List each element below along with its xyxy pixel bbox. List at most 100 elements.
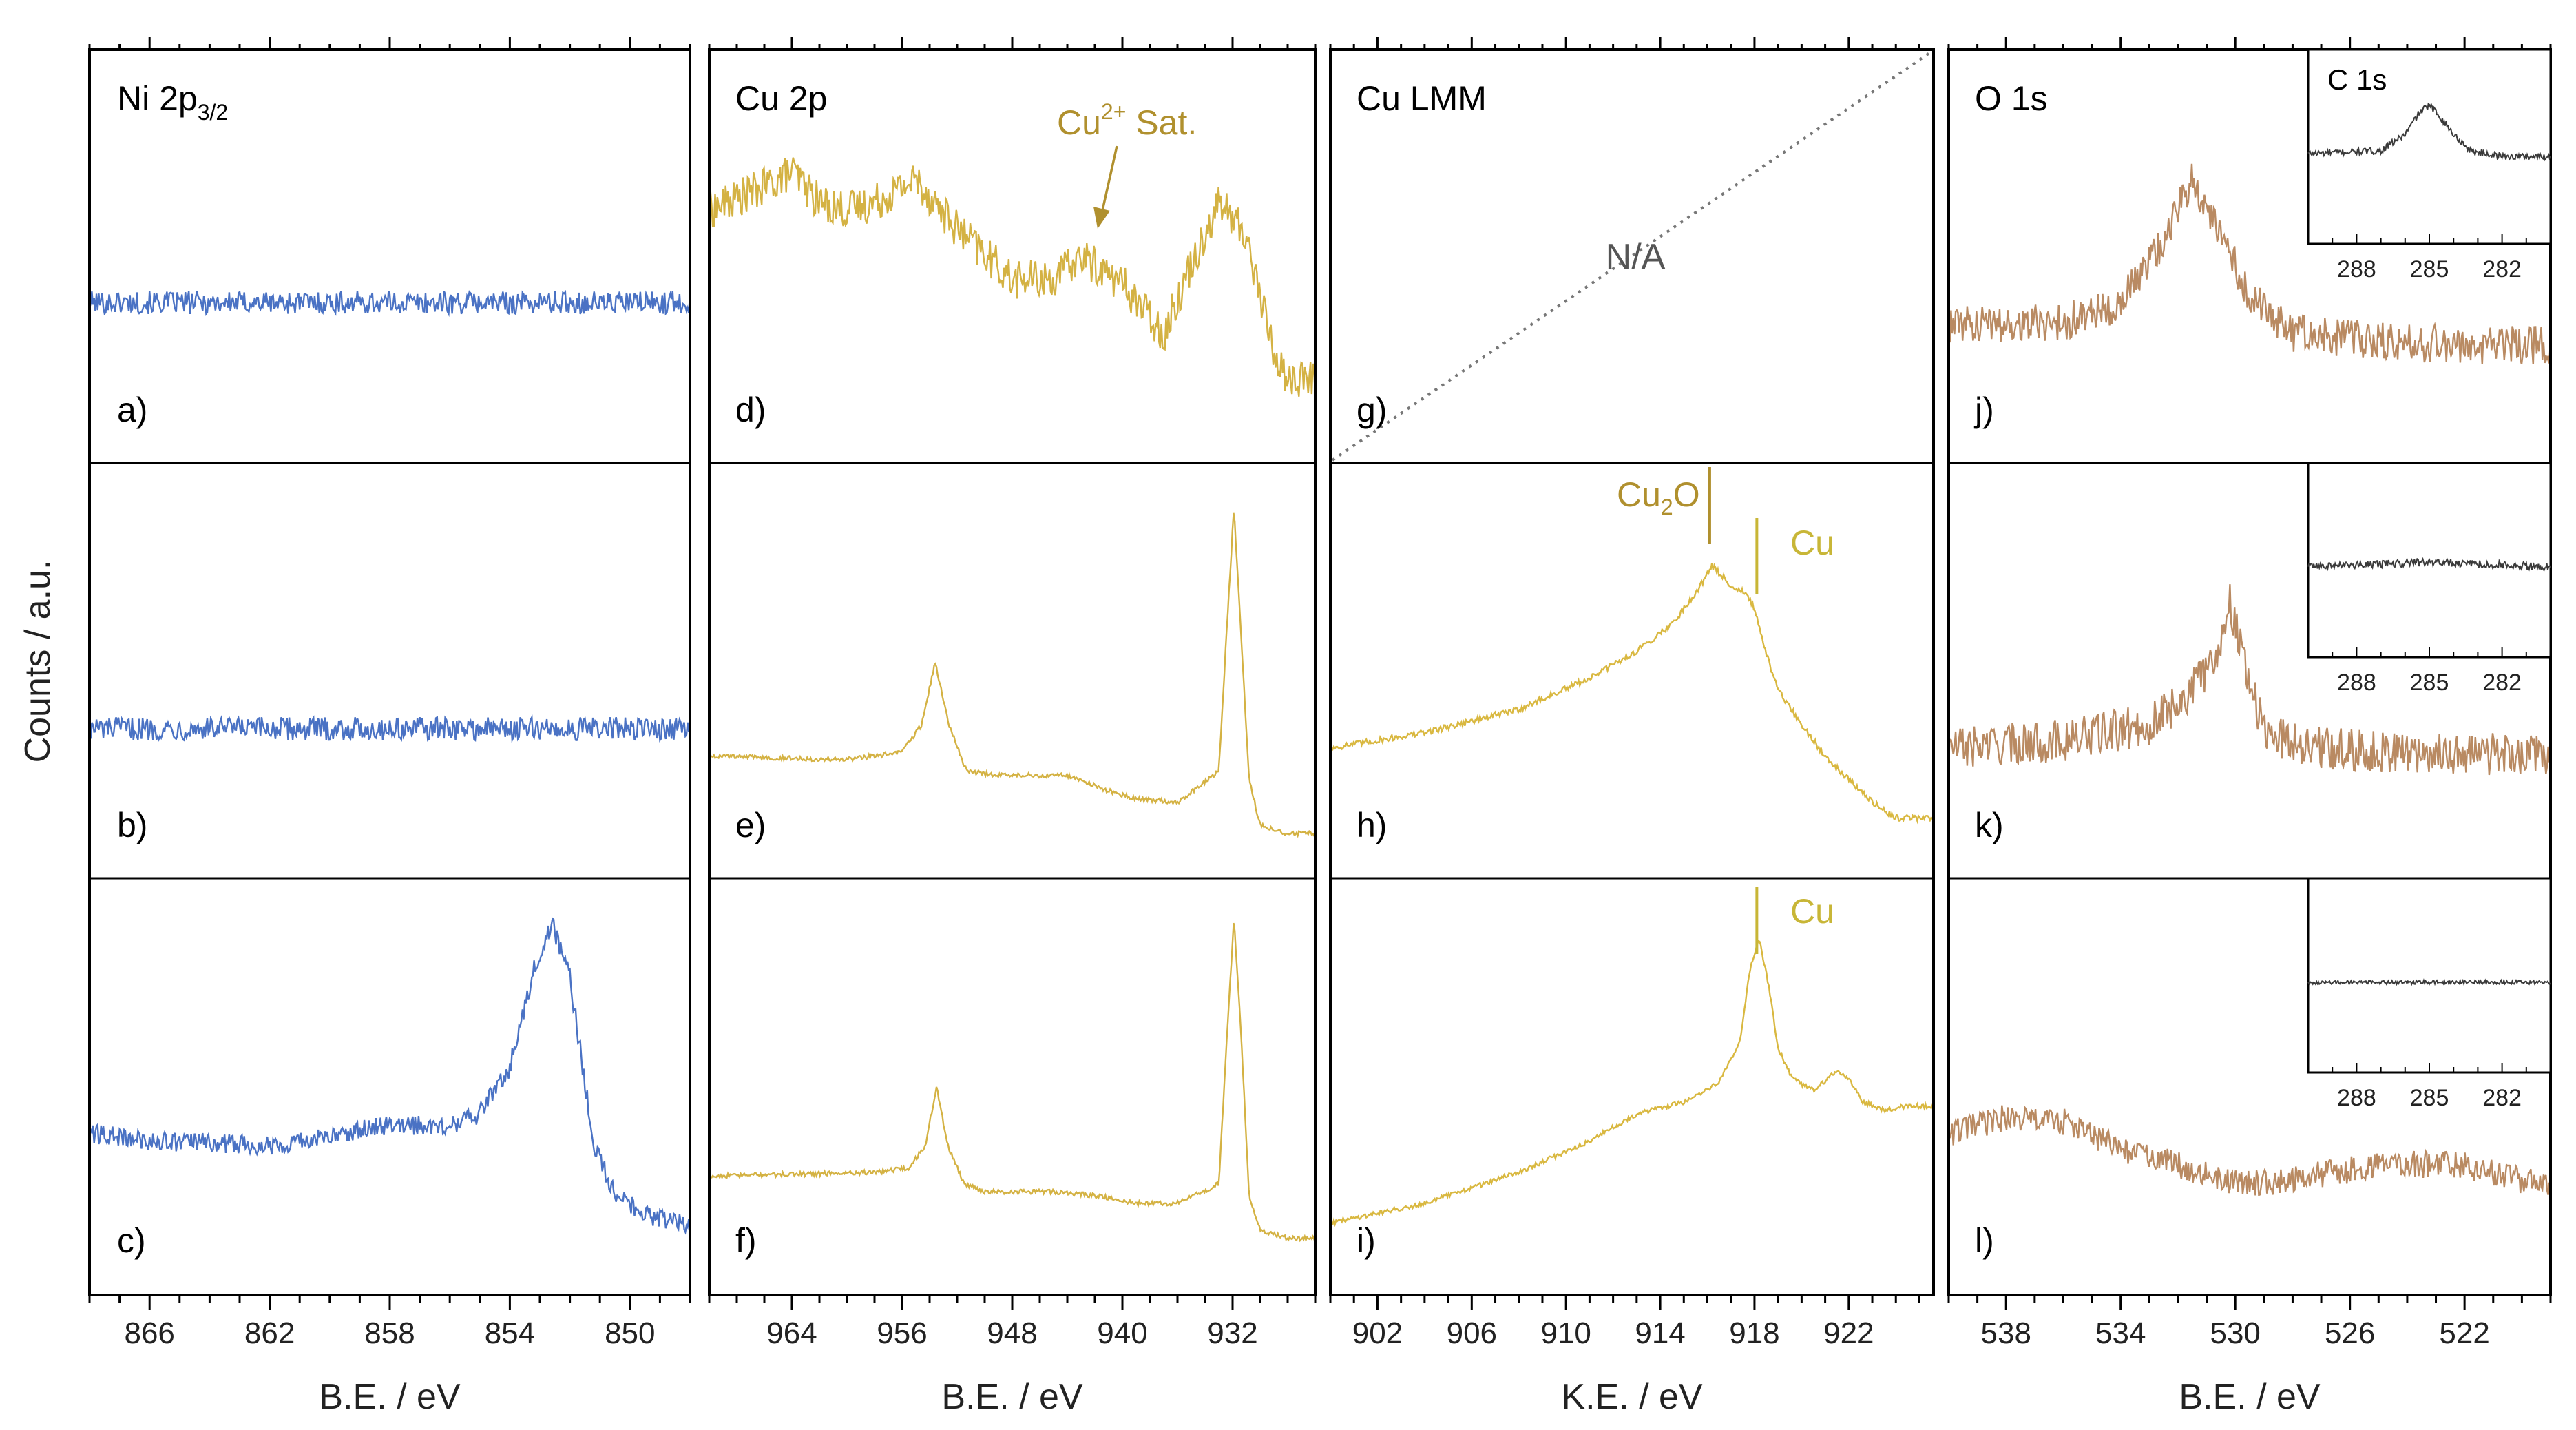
panel-label-k: k) — [1975, 806, 2004, 844]
o1s-trace-k — [1947, 584, 2552, 776]
panel-label-d: d) — [735, 391, 766, 429]
o1s-tick-label: 534 — [2095, 1316, 2146, 1350]
o1s-trace-l — [1948, 1105, 2552, 1196]
cu2p-tick-label: 964 — [766, 1316, 817, 1350]
cu2p-tick-label: 940 — [1097, 1316, 1147, 1350]
cu2-sat-suffix: Sat. — [1126, 103, 1197, 142]
cu2p-trace-d — [708, 157, 1317, 397]
o1s-tick-label: 522 — [2439, 1316, 2489, 1350]
culmm-markers — [1708, 467, 1759, 954]
o1s-trace-j — [1947, 163, 2552, 365]
ni-x-axis-label: B.E. / eV — [319, 1377, 461, 1417]
o1s-panel-title: O 1s — [1975, 79, 2048, 118]
panel-label-a: a) — [117, 391, 147, 429]
c1s-inset-title: C 1s — [2327, 63, 2387, 96]
ni-trace-a — [88, 289, 691, 318]
cu2p-tick-label: 932 — [1207, 1316, 1257, 1350]
culmm-tick-label: 902 — [1352, 1316, 1403, 1350]
c1s-inset-trace-2 — [2307, 977, 2551, 986]
cu2p-column: 964 956 948 940 932 Cu 2p d) e) f) Cu2+ Sat.… — [708, 37, 1317, 1417]
panel-label-c: c) — [117, 1221, 146, 1260]
cu2p-frame — [708, 48, 1317, 1296]
o1s-tick-label: 538 — [1981, 1316, 2031, 1350]
c1s-inset-tick-label: 282 — [2482, 670, 2522, 696]
cu2p-trace-e — [709, 512, 1317, 838]
ni-tick-label: 850 — [605, 1316, 655, 1350]
culmm-tick-label: 918 — [1729, 1316, 1779, 1350]
culmm-trace-h — [1330, 563, 1934, 825]
ni-traces — [88, 289, 691, 1235]
c1s-inset-l: 288 285 282 — [2307, 877, 2552, 1111]
culmm-tick-label: 906 — [1447, 1316, 1497, 1350]
culmm-na-text: N/A — [1606, 237, 1666, 277]
culmm-na-dotted-line — [1331, 50, 1933, 462]
ni-ticks: 866 862 858 854 850 — [88, 37, 691, 1350]
cu2p-tick-label: 956 — [877, 1316, 927, 1350]
cu2-sat-superscript: 2+ — [1101, 99, 1126, 124]
c1s-inset-trace-0 — [2307, 102, 2551, 162]
cu2o-subscript: 2 — [1661, 495, 1673, 519]
c1s-inset-j: C 1s 288 285 282 — [2307, 48, 2552, 282]
cu2p-tick-label: 948 — [987, 1316, 1037, 1350]
c1s-inset-trace-1 — [2307, 557, 2551, 572]
c1s-inset-frame-j — [2307, 48, 2552, 245]
culmm-tick-label: 910 — [1540, 1316, 1591, 1350]
ni-frame — [88, 48, 691, 1296]
culmm-x-axis-label: K.E. / eV — [1561, 1377, 1703, 1417]
o1s-traces — [1947, 163, 2552, 1196]
culmm-tick-label: 914 — [1635, 1316, 1685, 1350]
o1s-x-axis-label: B.E. / eV — [2179, 1377, 2321, 1417]
cu2o-marker-label: Cu2O — [1617, 475, 1700, 519]
culmm-column: 902 906 910 914 918 922 N/A Cu LMM g) h) i) C… — [1329, 37, 1935, 1417]
ni-tick-label: 858 — [364, 1316, 415, 1350]
ni-tick-label: 866 — [124, 1316, 174, 1350]
cu2p-trace-f — [709, 922, 1317, 1243]
culmm-frame — [1329, 48, 1935, 1296]
c1s-inset-frame-l — [2307, 877, 2552, 1074]
panel-label-h: h) — [1357, 806, 1387, 844]
c1s-inset-k: 288 285 282 — [2307, 462, 2552, 696]
panel-label-b: b) — [117, 806, 147, 844]
o1s-ticks: 538 534 530 526 522 — [1947, 37, 2552, 1350]
cu2o-suffix: O — [1673, 475, 1700, 514]
ni-tick-label: 862 — [244, 1316, 295, 1350]
y-axis-label: Counts / a.u. — [18, 560, 58, 763]
ni-title-subscript: 3/2 — [198, 100, 228, 125]
c1s-inset-tick-label: 282 — [2482, 1085, 2522, 1111]
c1s-inset-tick-label: 285 — [2410, 670, 2449, 696]
c1s-inset-tick-label: 282 — [2482, 256, 2522, 282]
panel-label-j: j) — [1973, 391, 1994, 429]
cu2-sat-annotation: Cu2+ Sat. — [1057, 99, 1197, 142]
c1s-inset-tick-label: 288 — [2337, 256, 2376, 282]
cu2-sat-arrow-shaft — [1100, 145, 1118, 214]
cu2p-panel-title: Cu 2p — [735, 79, 827, 118]
ni-trace-c — [88, 917, 691, 1235]
ni-trace-b — [88, 714, 691, 743]
c1s-inset-tick-label: 285 — [2410, 1085, 2449, 1111]
c1s-inset-tick-label: 285 — [2410, 256, 2449, 282]
panel-label-f: f) — [735, 1221, 757, 1260]
ni-column: 866 862 858 854 850 Ni 2p3/2 a) b) c) B.E. /… — [88, 37, 691, 1417]
ni-panel-title: Ni 2p3/2 — [117, 79, 228, 125]
panel-label-i: i) — [1357, 1221, 1376, 1260]
cu2p-ticks: 964 956 948 940 932 — [708, 37, 1317, 1350]
panel-label-g: g) — [1357, 391, 1387, 429]
o1s-tick-label: 526 — [2325, 1316, 2375, 1350]
c1s-inset-tick-label: 288 — [2337, 670, 2376, 696]
cu2p-traces — [708, 157, 1317, 1243]
cu2p-x-axis-label: B.E. / eV — [941, 1377, 1083, 1417]
culmm-trace-i — [1330, 940, 1935, 1227]
o1s-tick-label: 530 — [2210, 1316, 2260, 1350]
culmm-tick-label: 922 — [1823, 1316, 1874, 1350]
o1s-column: 538 534 530 526 522 O 1s j) k) l) B.E. / eV … — [1947, 37, 2552, 1417]
cu-marker-label-h: Cu — [1790, 524, 1834, 562]
cu2-sat-arrow-head — [1093, 207, 1110, 229]
culmm-ticks: 902 906 910 914 918 922 — [1329, 37, 1920, 1350]
panel-label-l: l) — [1975, 1221, 1994, 1260]
cu-marker-label-i: Cu — [1790, 892, 1834, 931]
c1s-inset-tick-label: 288 — [2337, 1085, 2376, 1111]
o1s-frame — [1947, 48, 2552, 1296]
panel-label-e: e) — [735, 806, 766, 844]
culmm-traces — [1330, 563, 1935, 1227]
